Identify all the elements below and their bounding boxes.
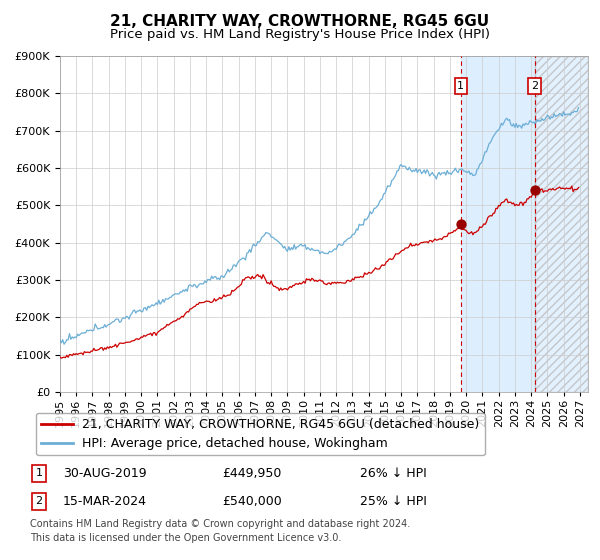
Text: 2: 2	[35, 496, 43, 506]
Text: £540,000: £540,000	[222, 494, 282, 508]
Text: 15-MAR-2024: 15-MAR-2024	[63, 494, 147, 508]
Text: Contains HM Land Registry data © Crown copyright and database right 2024.: Contains HM Land Registry data © Crown c…	[30, 519, 410, 529]
Legend: 21, CHARITY WAY, CROWTHORNE, RG45 6GU (detached house), HPI: Average price, deta: 21, CHARITY WAY, CROWTHORNE, RG45 6GU (d…	[36, 413, 485, 455]
Text: 30-AUG-2019: 30-AUG-2019	[63, 466, 146, 480]
Point	[456, 220, 466, 228]
Bar	[461, 56, 535, 392]
Text: 26% ↓ HPI: 26% ↓ HPI	[360, 466, 427, 480]
Text: Price paid vs. HM Land Registry's House Price Index (HPI): Price paid vs. HM Land Registry's House …	[110, 28, 490, 41]
Bar	[535, 56, 588, 392]
Text: £449,950: £449,950	[222, 466, 281, 480]
Text: 2: 2	[531, 81, 538, 91]
Text: 1: 1	[457, 81, 464, 91]
Point	[530, 186, 539, 195]
Text: 21, CHARITY WAY, CROWTHORNE, RG45 6GU: 21, CHARITY WAY, CROWTHORNE, RG45 6GU	[110, 14, 490, 29]
Text: 1: 1	[35, 468, 43, 478]
Text: This data is licensed under the Open Government Licence v3.0.: This data is licensed under the Open Gov…	[30, 533, 341, 543]
Text: 25% ↓ HPI: 25% ↓ HPI	[360, 494, 427, 508]
